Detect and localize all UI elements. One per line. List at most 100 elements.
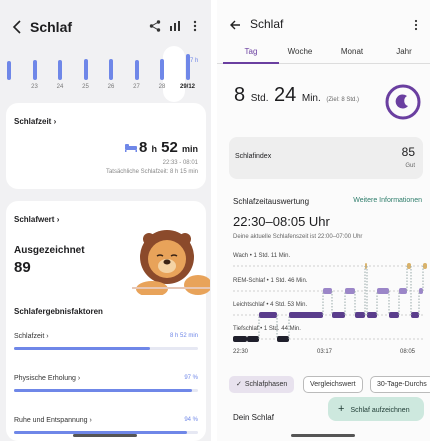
factor-progress-bar — [14, 431, 198, 434]
stage-segment — [289, 312, 323, 318]
chip-sleep-phases[interactable]: ✓ Schlafphasen — [229, 376, 295, 393]
sleep-range: 22:30–08:05 Uhr — [233, 214, 330, 229]
evaluation-heading: Schlafzeitauswertung — [233, 197, 310, 206]
day-bar[interactable] — [83, 59, 88, 80]
sleep-factors-heading: Schlafergebnisfaktoren — [14, 307, 103, 316]
stage-segment — [355, 312, 365, 318]
check-icon: ✓ — [236, 381, 242, 388]
stage-segment — [247, 336, 259, 342]
lion-illustration — [132, 230, 210, 295]
day-bar[interactable] — [185, 54, 190, 80]
plus-icon: + — [338, 403, 345, 415]
tab-year[interactable]: Jahr — [396, 47, 412, 56]
day-label: 24 — [56, 84, 64, 90]
back-arrow-icon[interactable] — [228, 18, 242, 32]
stage-segment — [332, 312, 345, 318]
sleep-index-value: 85 — [401, 145, 415, 159]
stage-label-deep: Tiefschlaf • 1 Std. 44 Min. — [233, 326, 301, 332]
sleep-index-label: Schlafindex — [235, 153, 272, 160]
stage-label-awake: Wach • 1 Std. 11 Min. — [233, 253, 291, 259]
day-label: 25 — [82, 84, 89, 90]
factor-label[interactable]: Ruhe und Entspannung › — [14, 417, 92, 424]
day-label: 26 — [107, 84, 115, 90]
bedtime-subtitle: Deine aktuelle Schlafenszeit ist 22:00–0… — [233, 234, 363, 240]
bed-icon — [125, 144, 137, 152]
sleep-time-title: Schlafzeit › — [14, 117, 57, 126]
day-bar[interactable] — [109, 59, 113, 80]
tick-middle: 03:17 — [317, 349, 333, 355]
factor-value: 97 % — [184, 375, 198, 381]
chart-icon[interactable] — [168, 19, 182, 33]
factor-progress-bar — [14, 389, 198, 392]
sleep-score-value: 89 — [14, 259, 31, 276]
stage-segment — [259, 312, 277, 318]
day-label: 23 — [31, 84, 38, 90]
selected-day-highlight — [163, 46, 185, 102]
day-bar[interactable] — [7, 61, 11, 80]
day-bar[interactable] — [58, 60, 62, 80]
day-label: 28 — [158, 84, 166, 90]
panel-divider — [211, 0, 217, 441]
right-header: Schlaf — [217, 0, 430, 44]
sleep-goal-ring — [385, 84, 421, 120]
tick-end: 08:05 — [400, 349, 416, 355]
stage-segment — [233, 336, 247, 342]
home-indicator — [73, 434, 137, 437]
factor-value: 94 % — [184, 417, 198, 423]
tab-day[interactable]: Tag — [244, 47, 258, 56]
sleep-duration: 8 h 52 min — [138, 139, 198, 156]
my-sleep-heading: Dein Schlaf — [233, 413, 274, 422]
factor-progress-fill — [14, 389, 193, 392]
chip-30-day-avg[interactable]: 30-Tage-Durchs — [370, 376, 430, 393]
stage-segment — [345, 288, 355, 294]
sleep-score-card[interactable]: Schlafwert › Ausgezeichnet 89 Schlaferge… — [6, 201, 210, 441]
day-label: 27 — [133, 84, 140, 90]
factor-label[interactable]: Physische Erholung › — [14, 375, 81, 382]
factor-label-text: Physische Erholung — [14, 375, 76, 382]
active-tab-indicator — [223, 62, 279, 64]
factor-progress-bar — [14, 347, 198, 350]
record-sleep-button[interactable]: + Schlaf aufzeichnen — [328, 397, 424, 421]
week-bars[interactable]: 23 24 25 26 27 28 29/12 — [0, 50, 211, 96]
stage-segment — [389, 312, 399, 318]
tab-week[interactable]: Woche — [287, 47, 313, 56]
day-bar[interactable] — [32, 59, 37, 80]
day-label: 29/12 — [179, 84, 195, 90]
page-title: Schlaf — [250, 17, 284, 31]
more-options-icon[interactable] — [410, 18, 422, 32]
tab-month[interactable]: Monat — [340, 47, 364, 56]
actual-sleep-time: Tatsächliche Schlafzeit: 8 h 15 min — [105, 169, 198, 175]
factor-label-text: Schlafzeit — [14, 333, 45, 340]
stage-segment — [411, 312, 419, 318]
google-fit-sleep-panel: Schlaf Tag Woche Monat Jahr 8 Std. 24 Mi… — [217, 0, 430, 441]
share-icon[interactable] — [148, 19, 162, 33]
stage-segment — [323, 288, 332, 294]
sleep-time-card[interactable]: Schlafzeit › 8 h 52 min 22:33 - 08:01 Ta… — [6, 103, 206, 189]
sleep-score-title: Schlafwert › — [14, 215, 60, 224]
sleep-index-status: Gut — [405, 163, 415, 169]
period-tabs: Tag Woche Monat Jahr — [217, 44, 430, 64]
stage-segment — [367, 312, 377, 318]
chip-comparison[interactable]: Vergleichswert — [303, 376, 363, 393]
samsung-health-sleep-panel: Schlaf 7 h 23 24 25 26 27 28 29/12 Schlafzeit … — [0, 0, 211, 441]
stage-segment — [423, 263, 427, 269]
stage-segment — [377, 288, 389, 294]
hours-hint: 7 h — [190, 58, 199, 64]
factor-value: 8 h 52 min — [169, 333, 198, 339]
tick-start: 22:30 — [233, 349, 249, 355]
stage-segment — [419, 288, 423, 294]
more-info-link[interactable]: Weitere Informationen — [353, 197, 422, 204]
factor-progress-fill — [14, 347, 151, 350]
factor-label[interactable]: Schlafzeit › — [14, 333, 49, 340]
day-bar[interactable] — [160, 58, 164, 80]
sleep-range: 22:33 - 08:01 — [162, 160, 198, 166]
sleep-index-box[interactable]: Schlafindex 85 Gut — [229, 137, 423, 179]
stage-label-rem: REM-Schlaf • 1 Std. 46 Min. — [233, 278, 308, 284]
day-bar[interactable] — [134, 59, 139, 80]
back-arrow-icon[interactable] — [10, 18, 24, 36]
sleep-score-rating: Ausgezeichnet — [14, 245, 85, 256]
factor-progress-fill — [14, 431, 187, 434]
sleep-duration: 8 Std. 24 Min. (Ziel: 8 Std.) — [234, 84, 360, 106]
sleep-stages-hypnogram[interactable] — [229, 248, 427, 360]
more-options-icon[interactable] — [188, 19, 202, 33]
